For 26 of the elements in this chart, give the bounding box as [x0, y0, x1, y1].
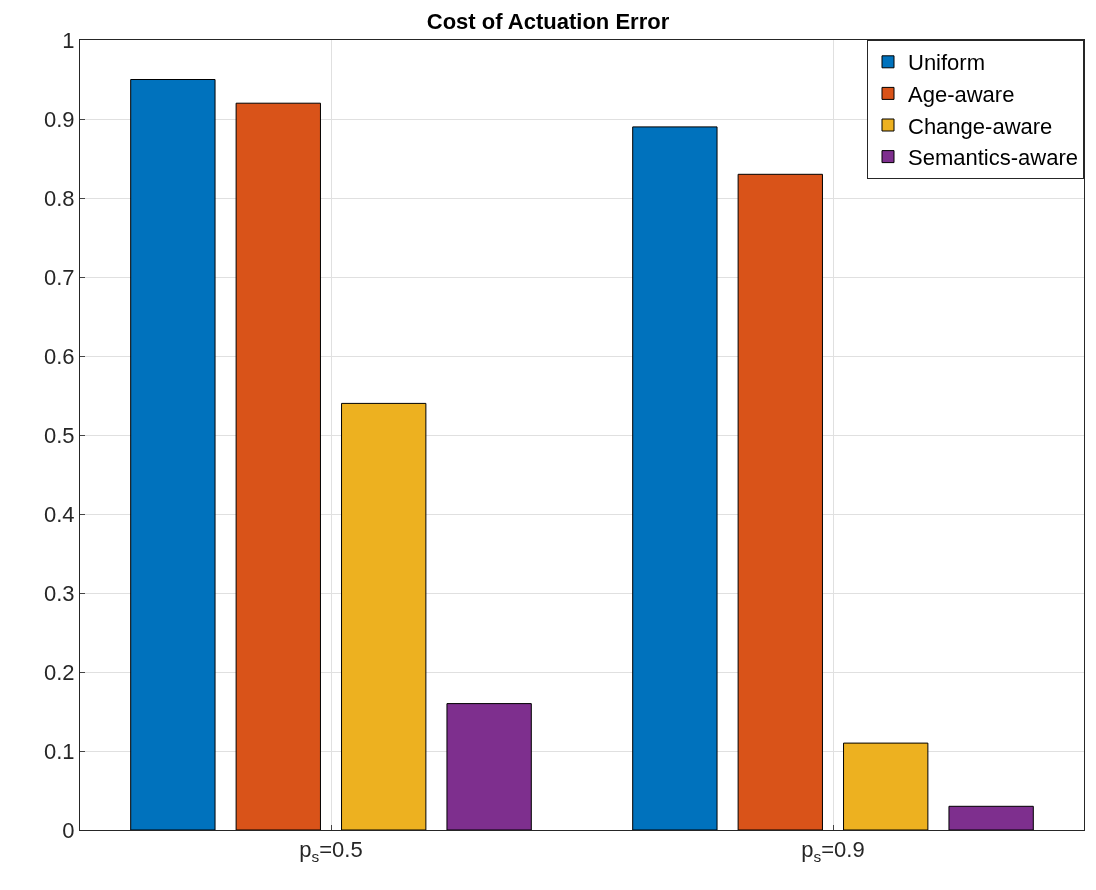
bar [843, 742, 929, 830]
y-tick-label: 0.2 [44, 659, 75, 685]
y-tick-label: 0.5 [44, 422, 75, 448]
bar [948, 805, 1034, 830]
y-tick-label: 0.9 [44, 106, 75, 132]
x-tick-label: p$_{s}$=0.5 [299, 837, 363, 866]
bar [737, 173, 823, 830]
y-tick-label: 0.6 [44, 343, 75, 369]
x-tick-label: p$_{s}$=0.9 [801, 837, 865, 866]
y-tick-label: 0.8 [44, 185, 75, 211]
bar [235, 102, 321, 830]
y-tick-label: 1 [62, 27, 75, 53]
legend-label: Age-aware [908, 81, 1015, 107]
legend-label: Change-aware [908, 113, 1053, 139]
legend-label: Semantics-aware [908, 145, 1078, 171]
bar [341, 402, 427, 830]
y-tick-label: 0.4 [44, 501, 75, 527]
chart-title: Cost of Actuation Error [426, 8, 670, 34]
bar [446, 703, 532, 830]
bar [632, 126, 718, 830]
y-tick-label: 0.3 [44, 580, 75, 606]
y-tick-label: 0.7 [44, 264, 75, 290]
legend-label: Uniform [908, 50, 986, 76]
bar [130, 79, 216, 830]
y-tick-label: 0.1 [44, 738, 75, 764]
y-tick-label: 0 [62, 817, 75, 843]
